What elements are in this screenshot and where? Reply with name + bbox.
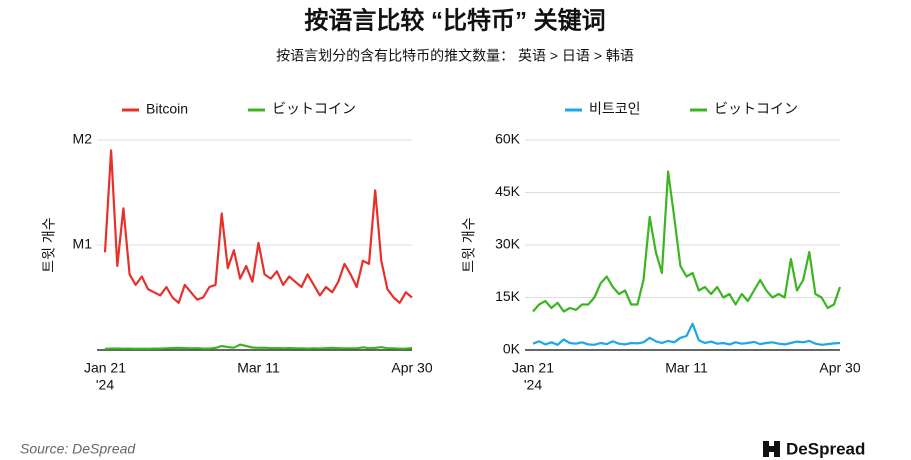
source: Source: DeSpread: [20, 441, 136, 457]
y-axis-label: 트윗 개수: [41, 217, 57, 273]
legend-label: Bitcoin: [146, 101, 188, 117]
legend-label: ビットコイン: [272, 101, 356, 117]
x-tick-label: Mar 11: [665, 360, 708, 376]
y-tick-label: 60K: [495, 131, 521, 147]
x-tick-label: Jan 21: [512, 360, 554, 376]
logo: DeSpread: [786, 439, 865, 458]
x-tick-label: Mar 11: [237, 360, 280, 376]
subtitle: 按语言划分的含有比特币的推文数量： 英语 > 日语 > 韩语: [276, 48, 634, 64]
series-line: [104, 343, 413, 350]
y-tick-label: 30K: [495, 236, 521, 252]
y-tick-label: 0K: [503, 341, 521, 357]
x-year-label: '24: [96, 377, 114, 393]
x-year-label: '24: [524, 377, 542, 393]
series-line: [103, 149, 413, 304]
y-axis-label: 트윗 개수: [461, 217, 477, 273]
y-tick-label: 15K: [495, 288, 521, 304]
legend-label: ビットコイン: [714, 101, 798, 117]
series-line: [532, 322, 841, 346]
series-line: [532, 170, 842, 313]
logo-icon: [763, 441, 780, 457]
x-tick-label: Jan 21: [84, 360, 126, 376]
x-tick-label: Apr 30: [819, 360, 860, 376]
title: 按语言比较 “比特币” 关键词: [304, 6, 605, 34]
y-tick-label: M1: [73, 236, 93, 252]
x-tick-label: Apr 30: [391, 360, 432, 376]
y-tick-label: M2: [73, 131, 93, 147]
y-tick-label: 45K: [495, 183, 521, 199]
legend-label: 비트코인: [589, 101, 641, 117]
